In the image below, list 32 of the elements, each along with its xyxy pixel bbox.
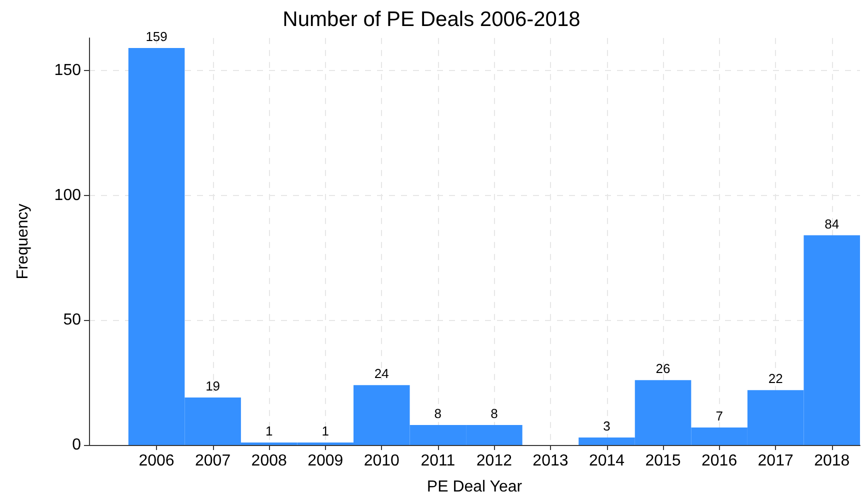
y-tick-label: 0	[72, 436, 82, 454]
y-tick-label: 100	[54, 186, 82, 204]
data-label: 1	[322, 424, 329, 439]
data-label: 8	[434, 406, 442, 422]
x-tick-label: 2018	[814, 452, 850, 470]
x-tick-label: 2012	[476, 452, 512, 470]
data-label: 1	[265, 424, 273, 439]
x-tick-label: 2007	[195, 452, 231, 470]
data-label: 3	[603, 418, 610, 434]
x-tick-label: 2015	[645, 452, 681, 470]
x-tick-label: 2014	[588, 452, 625, 470]
data-label: 22	[768, 371, 783, 386]
y-axis-title: Frequency	[14, 204, 32, 280]
x-tick-label: 2013	[532, 452, 568, 470]
data-label: 19	[206, 378, 220, 394]
y-tick-label: 50	[63, 312, 82, 329]
x-tick-label: 2017	[758, 452, 794, 470]
data-label: 7	[716, 408, 723, 424]
x-tick-label: 2006	[138, 452, 174, 470]
x-axis-title: PE Deal Year	[426, 478, 523, 496]
x-tick-label: 2011	[420, 452, 456, 470]
data-label: 24	[374, 366, 389, 382]
data-label: 26	[656, 361, 670, 376]
data-label: 8	[490, 406, 498, 422]
x-tick-label: 2008	[251, 452, 287, 470]
x-tick-label: 2010	[364, 452, 400, 470]
data-label: 159	[146, 28, 168, 44]
x-tick-label: 2016	[702, 452, 738, 470]
x-tick-label: 2009	[308, 452, 344, 470]
y-tick-label: 150	[54, 62, 82, 79]
data-label: 84	[824, 216, 840, 232]
chart-title: Number of PE Deals 2006-2018	[282, 8, 580, 31]
